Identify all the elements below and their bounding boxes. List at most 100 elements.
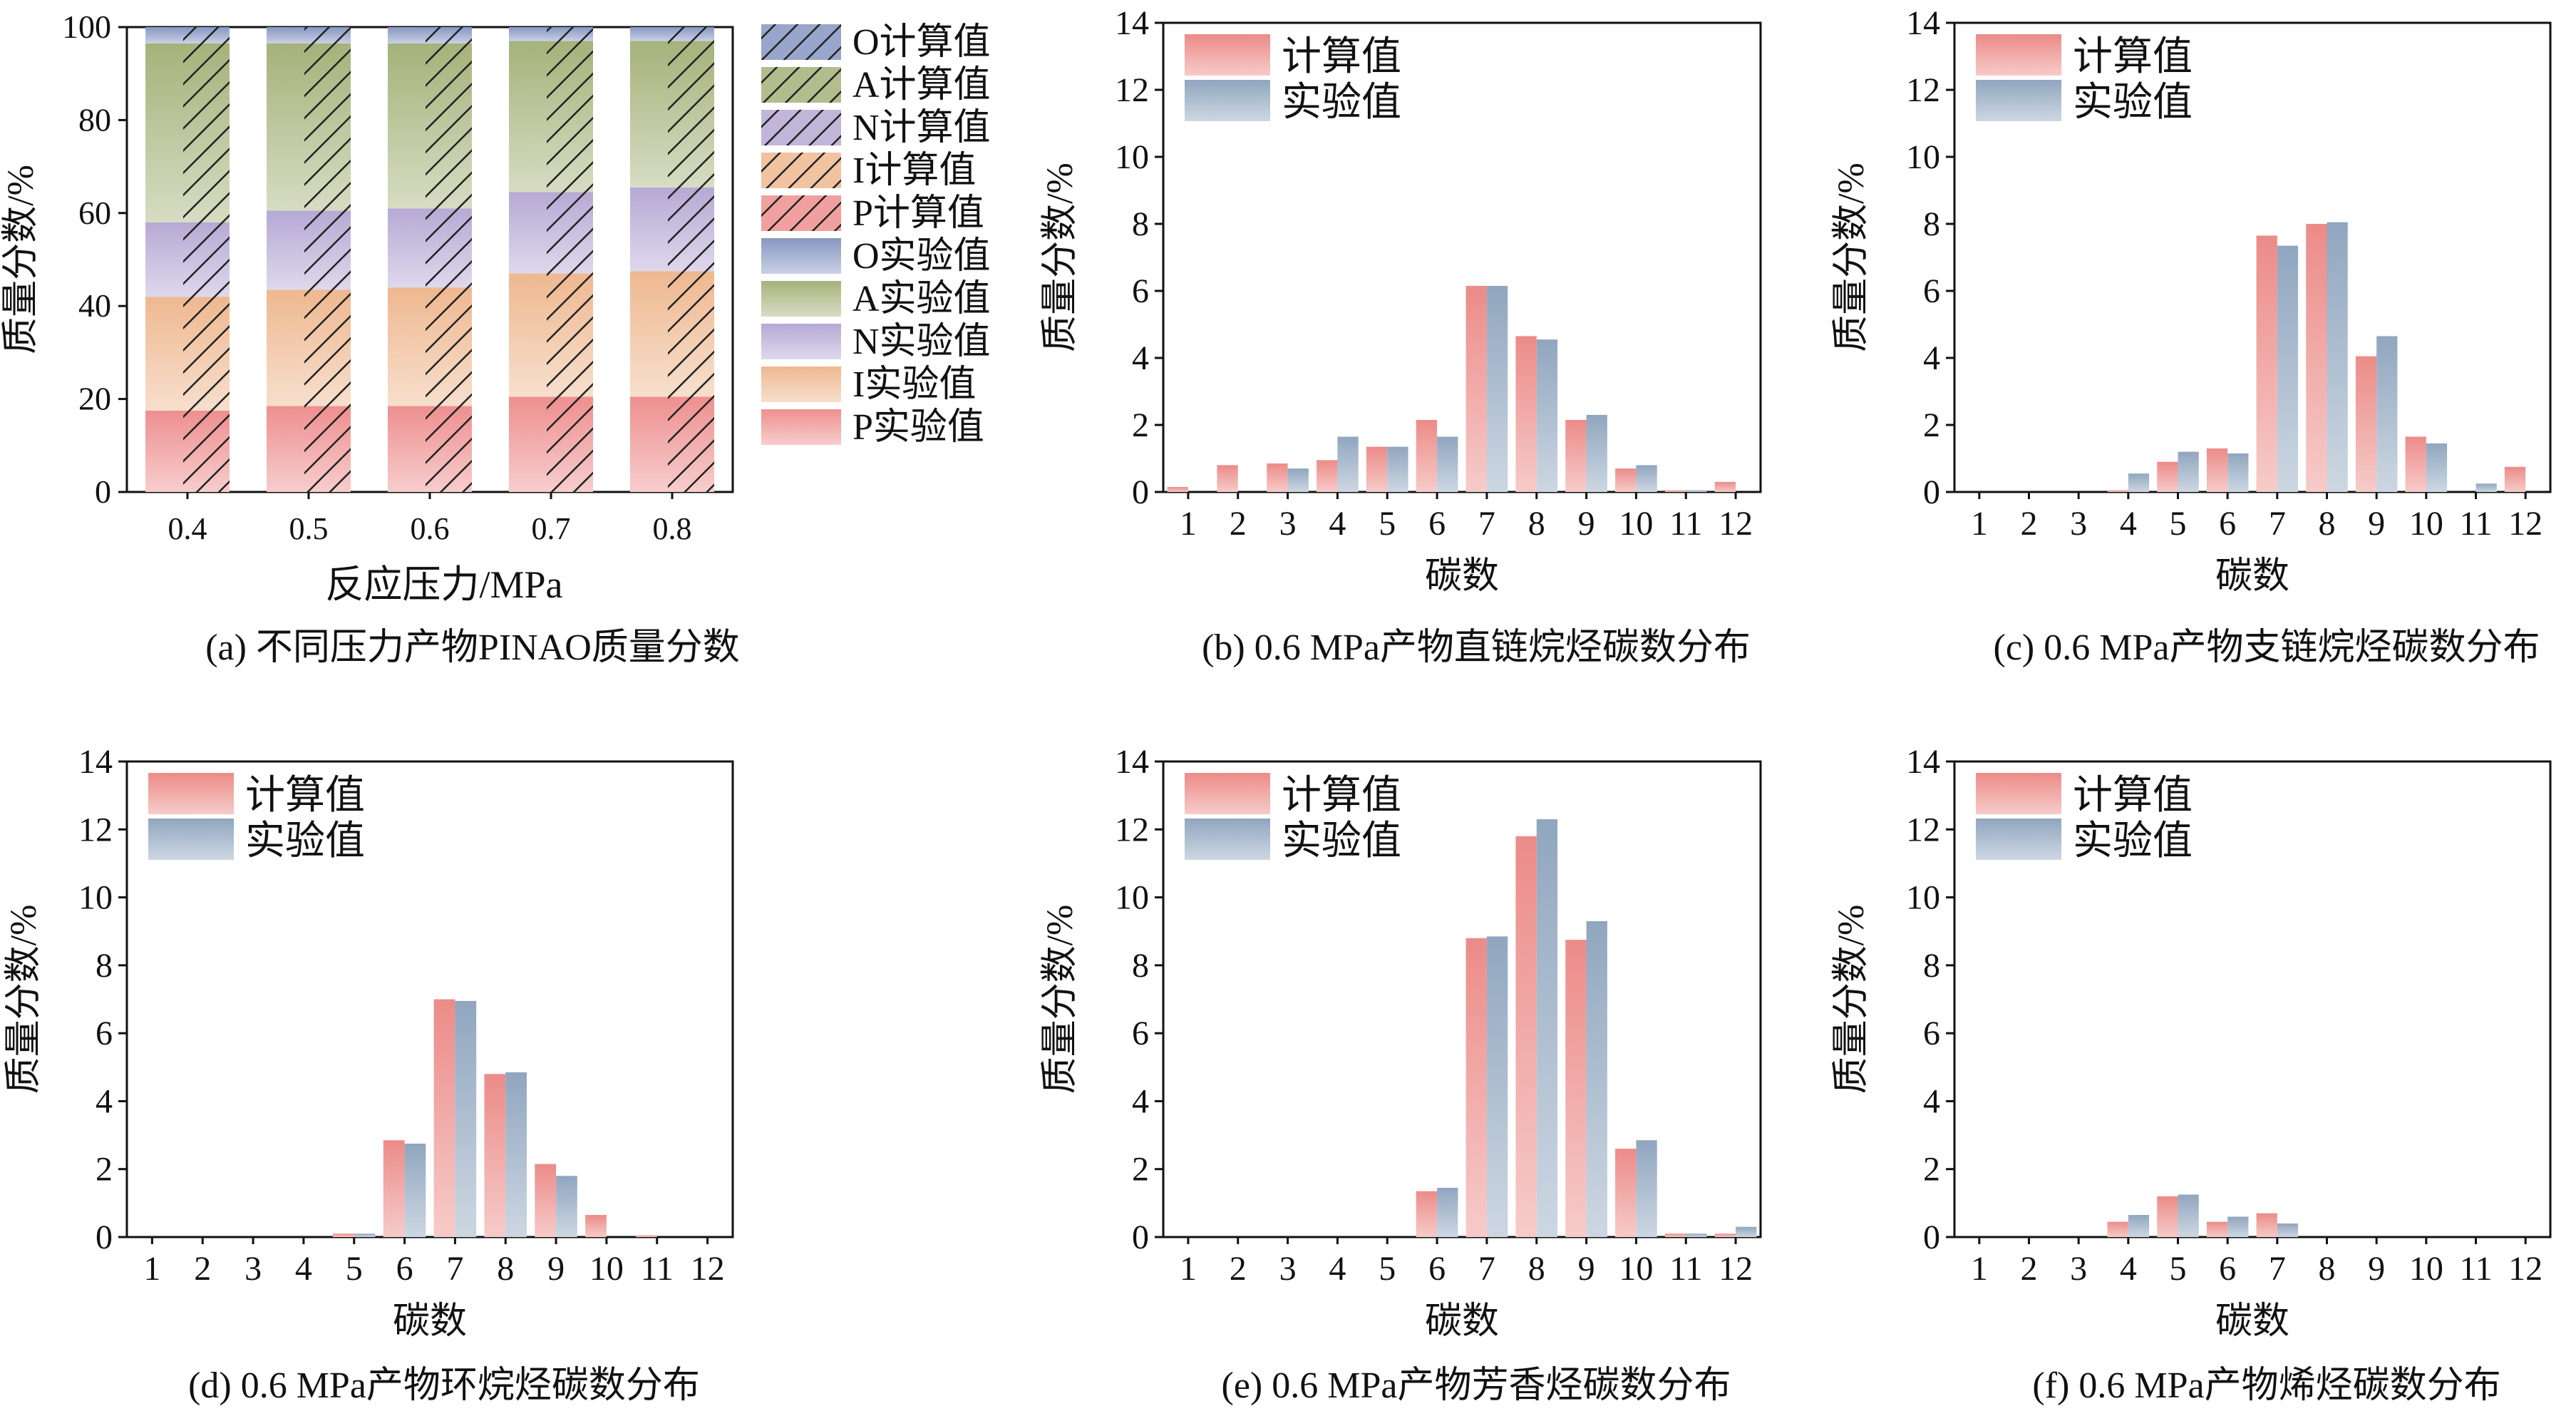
x-tick-label: 2 (2021, 1250, 2038, 1288)
stacked-bar-calc-O-0.8 (668, 27, 714, 41)
bar-calc-7 (1465, 285, 1487, 492)
x-tick-label: 5 (2170, 505, 2187, 543)
x-tick-label: 1 (143, 1250, 160, 1288)
x-tick-label: 11 (2459, 505, 2492, 543)
legend-label: A计算值 (852, 65, 991, 106)
bar-exp-5 (2178, 1194, 2199, 1237)
legend-label: A实验值 (852, 279, 991, 319)
stacked-bar-calc-P-0.8 (668, 394, 714, 492)
bar-calc-11 (1664, 1233, 1686, 1237)
y-tick-label: 8 (1923, 205, 1940, 243)
legend-swatch-exp (1976, 819, 2061, 860)
x-tick-label: 10 (589, 1250, 624, 1288)
bar-calc-6 (1416, 419, 1438, 492)
bar-exp-7 (2277, 1223, 2299, 1237)
y-tick-label: 12 (1115, 811, 1149, 848)
panel-title: (f) 0.6 MPa产物烯烃碳数分布 (2032, 1365, 2500, 1406)
legend-hatch-N计算值 (761, 110, 841, 145)
legend-label: I计算值 (852, 150, 976, 191)
bar-calc-4 (1317, 460, 1338, 492)
x-tick-label: 6 (396, 1250, 413, 1288)
y-tick-label: 8 (1132, 205, 1149, 243)
y-tick-label: 4 (1923, 1082, 1940, 1120)
panel-title: (e) 0.6 MPa产物芳香烃碳数分布 (1222, 1365, 1731, 1406)
plot-frame (125, 760, 734, 1238)
bar-calc-11 (1664, 490, 1686, 492)
y-axis-label: 质量分数/% (1831, 905, 1872, 1094)
legend-swatch-calc (1185, 34, 1270, 76)
y-tick-label: 6 (1923, 272, 1940, 310)
bar-exp-5 (1387, 446, 1408, 492)
y-tick-label: 20 (78, 381, 111, 417)
y-axis-label: 质量分数/% (4, 905, 44, 1094)
bar-exp-11 (1686, 490, 1707, 492)
y-tick-label: 0 (96, 1219, 113, 1256)
y-tick-label: 12 (1906, 71, 1940, 109)
legend-hatch-A计算值 (761, 67, 841, 103)
y-tick-label: 6 (1132, 1015, 1149, 1052)
y-tick-label: 4 (1132, 339, 1149, 377)
bar-exp-8 (2327, 222, 2348, 492)
bar-calc-8 (1515, 836, 1537, 1237)
x-tick-label: 3 (2070, 1250, 2087, 1288)
stacked-bar-calc-O-0.6 (426, 27, 472, 41)
y-tick-label: 2 (1132, 1151, 1149, 1189)
x-tick-label: 7 (1478, 1250, 1495, 1288)
bar-exp-4 (2128, 1215, 2150, 1237)
y-tick-label: 14 (1115, 4, 1149, 42)
bar-calc-4 (2107, 1221, 2128, 1237)
bar-calc-5 (1366, 446, 1388, 492)
x-tick-label: 2 (194, 1250, 211, 1288)
legend-label: O计算值 (852, 22, 991, 63)
plot-frame (1162, 21, 1762, 493)
bar-calc-10 (1615, 468, 1637, 492)
x-tick-label: 3 (244, 1250, 262, 1288)
y-tick-label: 6 (1132, 272, 1149, 310)
legend-label-calc: 计算值 (2073, 774, 2193, 818)
bar-exp-8 (1536, 819, 1558, 1237)
legend-hatch-O计算值 (761, 24, 841, 60)
panel-title: (d) 0.6 MPa产物环烷烃碳数分布 (188, 1365, 700, 1406)
stacked-bar-calc-I-0.8 (668, 271, 714, 395)
plot-frame (1162, 760, 1762, 1238)
x-tick-label: 11 (1669, 505, 1702, 543)
bar-calc-9 (2355, 356, 2377, 492)
legend-swatch-exp (1976, 80, 2061, 121)
x-tick-label: 6 (1428, 1250, 1446, 1288)
x-axis-label: 碳数 (393, 1301, 467, 1342)
bar-calc-6 (1416, 1191, 1438, 1237)
stacked-bar-calc-N-0.8 (668, 185, 714, 272)
y-tick-label: 14 (1115, 743, 1149, 781)
y-tick-label: 0 (1923, 473, 1940, 511)
plot-frame (1953, 760, 2552, 1238)
bar-exp-9 (556, 1176, 577, 1237)
legend-swatch-O实验值 (761, 238, 841, 274)
x-tick-label: 5 (2170, 1250, 2187, 1288)
legend-label-calc: 计算值 (1282, 35, 1401, 79)
x-tick-label: 1 (1971, 1250, 1988, 1288)
x-tick-label: 8 (2319, 505, 2336, 543)
y-tick-label: 2 (1923, 1151, 1940, 1189)
x-tick-label: 1 (1971, 505, 1988, 543)
stacked-bar-calc-O-0.7 (547, 27, 593, 41)
legend-label: P实验值 (852, 407, 984, 448)
x-tick-label: 10 (2409, 505, 2443, 543)
bar-exp-7 (1486, 936, 1508, 1237)
x-axis-label: 碳数 (2215, 1301, 2289, 1342)
bar-calc-2 (1217, 465, 1238, 492)
legend-label-exp: 实验值 (2073, 819, 2193, 863)
legend-swatch-calc (1976, 773, 2061, 814)
bar-calc-6 (2206, 448, 2228, 492)
bar-exp-7 (455, 1000, 477, 1237)
panel-title: (c) 0.6 MPa产物支链烷烃碳数分布 (1994, 627, 2540, 668)
x-tick-label: 5 (346, 1250, 363, 1288)
x-tick-label: 8 (1528, 505, 1545, 543)
x-tick-label: 0.6 (411, 511, 450, 546)
bar-exp-11 (2475, 483, 2497, 492)
x-tick-label: 12 (691, 1250, 725, 1288)
bar-exp-9 (1586, 414, 1607, 492)
x-axis-label: 碳数 (1425, 1301, 1499, 1342)
y-tick-label: 14 (1906, 4, 1940, 42)
